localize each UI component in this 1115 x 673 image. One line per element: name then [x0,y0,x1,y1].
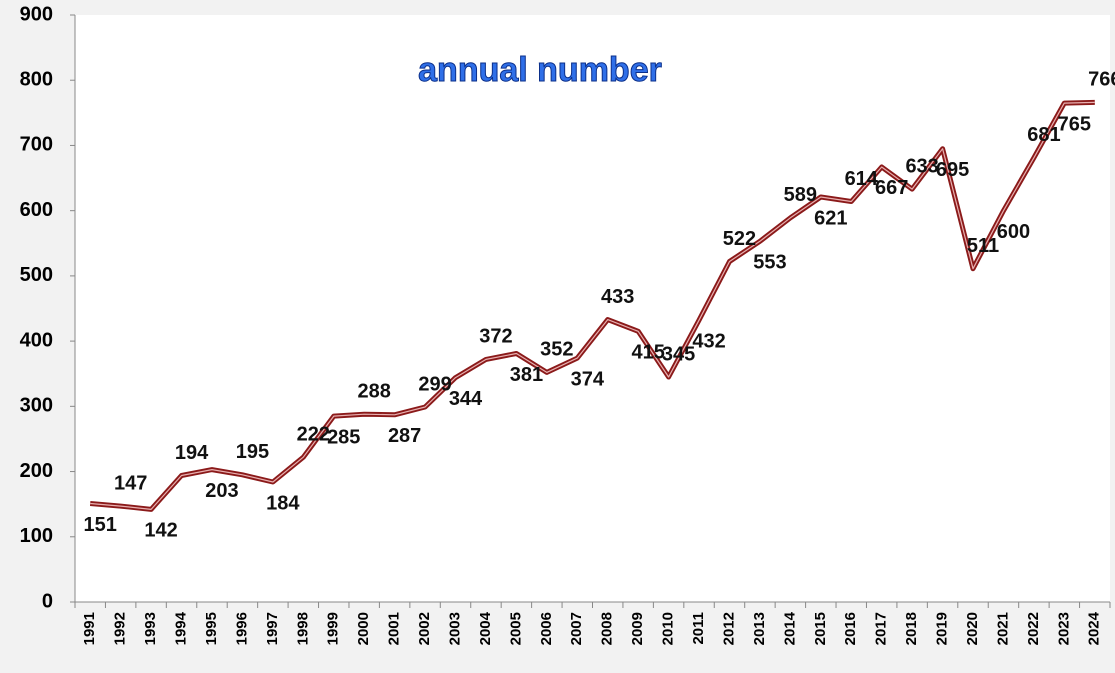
data-label: 600 [997,221,1030,243]
data-label: 553 [753,252,786,274]
x-tick-label: 1997 [264,612,281,645]
x-tick-label: 2002 [416,612,433,645]
data-label: 614 [845,168,879,190]
x-tick-label: 1995 [203,612,220,645]
line-highlight [90,101,1095,510]
x-tick-label: 2017 [873,612,890,645]
y-tick-label: 100 [20,525,53,547]
y-tick-label: 500 [20,264,53,286]
data-label: 765 [1058,113,1091,135]
x-tick-label: 2024 [1086,611,1103,645]
x-tick-label: 1998 [294,612,311,645]
data-label: 203 [205,480,238,502]
y-tick-label: 300 [20,395,53,417]
x-tick-label: 2020 [964,612,981,645]
x-tick-label: 2018 [903,612,920,645]
data-label: 633 [905,155,938,177]
x-tick-label: 2014 [781,611,798,645]
x-tick-label: 2022 [1025,612,1042,645]
data-label: 372 [479,326,512,348]
x-tick-label: 2011 [690,612,707,645]
x-tick-label: 2000 [355,612,372,645]
x-tick-label: 2019 [934,612,951,645]
y-tick-label: 600 [20,199,53,221]
x-tick-label: 2016 [842,612,859,645]
data-label: 147 [114,472,147,494]
x-tick-label: 2013 [751,612,768,645]
data-label: 667 [875,177,908,199]
data-label: 195 [236,441,269,463]
x-tick-label: 2004 [477,611,494,645]
data-label: 522 [723,228,756,250]
data-label: 287 [388,425,421,447]
x-tick-label: 2001 [386,612,403,645]
x-tick-label: 2015 [812,612,829,645]
x-tick-label: 1992 [112,612,129,645]
data-label: 381 [510,364,543,386]
x-tick-label: 1999 [325,612,342,645]
data-label: 589 [784,184,817,206]
data-label: 142 [144,520,177,542]
data-label: 288 [358,380,391,402]
y-tick-label: 700 [20,134,53,156]
y-tick-label: 200 [20,460,53,482]
plot-area [75,15,1110,602]
x-tick-label: 2005 [507,612,524,645]
x-tick-label: 2021 [994,612,1011,645]
y-tick-label: 400 [20,329,53,351]
data-label: 681 [1027,124,1060,146]
data-label: 766 [1088,69,1115,91]
chart-title: annual number [418,51,662,89]
data-label: 432 [692,331,725,353]
x-tick-label: 2012 [720,612,737,645]
x-tick-label: 1993 [142,612,159,645]
x-tick-label: 1996 [233,612,250,645]
data-label: 151 [84,514,117,536]
y-tick-label: 900 [20,3,53,25]
y-tick-label: 800 [20,69,53,91]
x-tick-label: 2009 [629,612,646,645]
data-label: 415 [631,342,664,364]
data-label: 433 [601,286,634,308]
data-label: 344 [449,388,483,410]
x-tick-label: 1991 [81,612,98,645]
data-label: 621 [814,207,847,229]
y-tick-label: 0 [42,590,53,612]
data-label: 374 [571,368,605,390]
data-label: 352 [540,339,573,361]
x-tick-label: 2008 [599,612,616,645]
data-label: 299 [418,373,451,395]
x-tick-label: 2010 [660,612,677,645]
x-tick-label: 1994 [173,611,190,645]
x-tick-label: 2007 [568,612,585,645]
data-label: 511 [967,235,999,257]
data-label: 285 [327,426,360,448]
x-tick-label: 2003 [446,612,463,645]
x-tick-label: 2006 [538,612,555,645]
x-tick-label: 2023 [1055,612,1072,645]
data-label: 222 [297,423,330,445]
data-label: 695 [936,159,969,181]
data-label: 345 [662,343,695,365]
data-label: 184 [266,492,300,514]
data-label: 194 [175,442,209,464]
